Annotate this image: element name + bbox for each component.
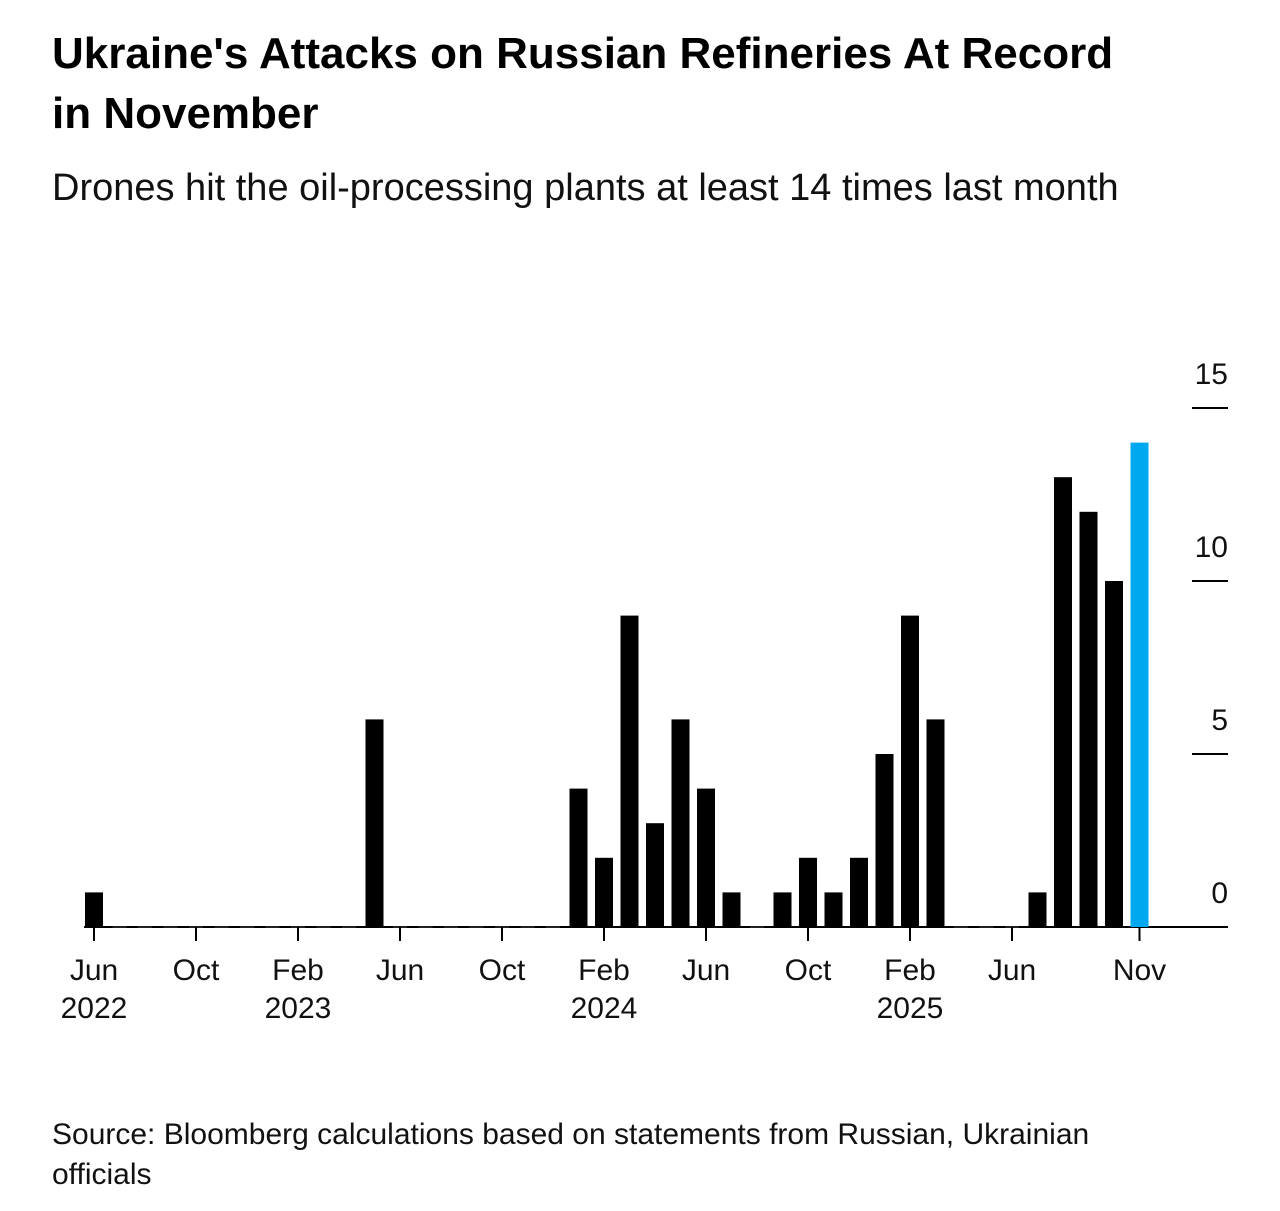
bar	[875, 754, 894, 927]
bar	[1028, 892, 1047, 927]
y-tick-label: 10	[1195, 531, 1228, 564]
x-tick-label: Oct	[479, 954, 526, 987]
bar	[520, 926, 535, 928]
source-note: Source: Bloomberg calculations based on …	[52, 1118, 1089, 1191]
bar	[671, 719, 690, 927]
bar	[1105, 581, 1123, 927]
bar	[240, 926, 254, 928]
x-tick-label: Oct	[173, 954, 220, 987]
bar	[799, 857, 817, 927]
y-tick-label: 0	[1211, 877, 1228, 910]
bar	[138, 926, 152, 928]
bar	[1054, 477, 1072, 927]
bar	[722, 892, 741, 927]
bar	[850, 857, 868, 927]
y-tick-label: 15	[1195, 358, 1228, 391]
bar	[926, 719, 945, 927]
bar	[1079, 511, 1098, 927]
bar	[569, 788, 588, 927]
bar	[773, 892, 792, 927]
x-tick-label: Feb 2024	[571, 954, 638, 1025]
chart-subtitle: Drones hit the oil-processing plants at …	[52, 167, 1119, 209]
x-tick-label: Jun	[988, 954, 1036, 987]
bar	[265, 926, 280, 928]
chart-title: Ukraine's Attacks on Russian Refineries …	[52, 29, 1113, 138]
bar	[316, 926, 331, 928]
bar	[418, 926, 433, 928]
bar	[1130, 442, 1149, 927]
bar	[365, 719, 384, 927]
bar	[750, 926, 764, 928]
x-tick-label: Jun	[376, 954, 424, 987]
x-tick-label: Feb 2023	[265, 954, 332, 1025]
x-tick-label: Jun	[682, 954, 730, 987]
bar	[901, 615, 919, 927]
x-tick-label: Nov	[1113, 954, 1166, 987]
bar	[163, 926, 178, 928]
bar	[112, 926, 127, 928]
bar	[85, 892, 103, 927]
bar	[469, 926, 484, 928]
bar	[979, 926, 994, 928]
x-tick-label: Jun 2022	[61, 954, 128, 1025]
bar	[214, 926, 229, 928]
bar	[595, 857, 613, 927]
bar	[954, 926, 968, 928]
bar	[697, 788, 715, 927]
bar	[646, 823, 664, 927]
bar	[444, 926, 458, 928]
bar	[342, 926, 356, 928]
bar	[546, 926, 560, 928]
bar	[620, 615, 639, 927]
x-tick-label: Oct	[785, 954, 832, 987]
bar	[824, 892, 843, 927]
x-tick-label: Feb 2025	[877, 954, 944, 1025]
y-tick-label: 5	[1211, 704, 1228, 737]
